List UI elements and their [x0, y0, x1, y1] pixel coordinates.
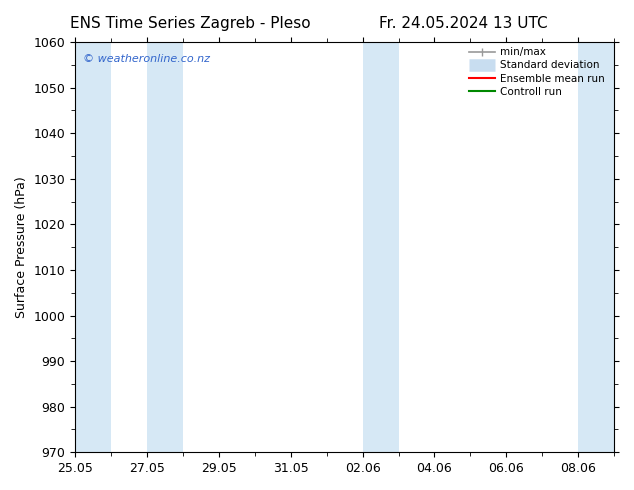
- Text: © weatheronline.co.nz: © weatheronline.co.nz: [83, 54, 210, 64]
- Text: Fr. 24.05.2024 13 UTC: Fr. 24.05.2024 13 UTC: [378, 16, 547, 31]
- Bar: [578, 42, 614, 452]
- Text: ENS Time Series Zagreb - Pleso: ENS Time Series Zagreb - Pleso: [70, 16, 311, 31]
- Legend: min/max, Standard deviation, Ensemble mean run, Controll run: min/max, Standard deviation, Ensemble me…: [465, 43, 609, 101]
- Bar: [147, 42, 183, 452]
- Bar: [75, 42, 111, 452]
- Bar: [363, 42, 399, 452]
- Y-axis label: Surface Pressure (hPa): Surface Pressure (hPa): [15, 176, 28, 318]
